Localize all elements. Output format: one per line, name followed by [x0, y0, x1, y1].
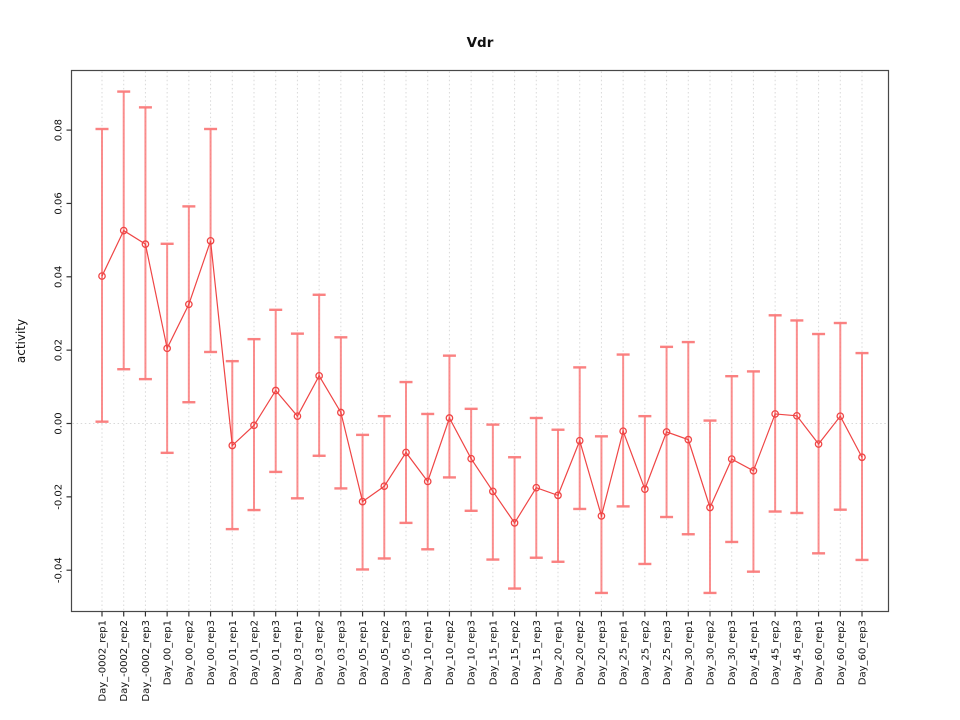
series-line-layer — [101, 229, 863, 524]
x-tick-label: Day_60_rep1 — [814, 620, 825, 685]
data-point-marker — [250, 421, 258, 430]
data-point-marker — [315, 371, 323, 380]
x-tick-label: Day_03_rep3 — [336, 620, 347, 685]
x-tick-label: Day_01_rep3 — [271, 620, 282, 685]
x-tick-label: Day_45_rep1 — [749, 620, 760, 685]
x-tick-label: Day_-0002_rep3 — [141, 620, 152, 702]
data-point-marker — [228, 441, 237, 450]
chart-title: Vdr — [467, 35, 494, 51]
data-point-marker — [858, 453, 866, 462]
gridlines-layer — [72, 71, 888, 611]
data-point-marker — [271, 386, 280, 395]
data-point-marker — [684, 435, 693, 444]
data-point-marker — [163, 344, 171, 353]
x-tick-label: Day_30_rep3 — [727, 620, 738, 685]
data-point-marker — [337, 408, 345, 417]
data-point-marker — [749, 466, 758, 475]
y-tick-label: 0.04 — [54, 266, 65, 288]
data-point-marker — [706, 503, 714, 512]
data-point-marker — [793, 411, 801, 420]
x-tick-label: Day_25_rep2 — [640, 620, 651, 685]
data-point-marker — [141, 240, 150, 249]
y-tick-label: -0.02 — [54, 484, 65, 510]
x-tick-label: Day_01_rep1 — [228, 620, 239, 685]
y-axis-label: activity — [14, 319, 28, 363]
error-bars-layer — [95, 90, 869, 595]
x-tick-label: Day_15_rep1 — [488, 620, 499, 685]
x-tick-label: Day_00_rep1 — [163, 620, 174, 685]
y-tick-label: 0.06 — [54, 192, 65, 214]
x-tick-label: Day_45_rep3 — [792, 620, 803, 685]
x-tick-label: Day_45_rep2 — [771, 620, 782, 685]
x-tick-label: Day_25_rep3 — [662, 620, 673, 685]
x-tick-label: Day_-0002_rep1 — [98, 620, 109, 702]
data-point-marker — [836, 412, 845, 421]
data-point-marker — [771, 410, 779, 418]
data-point-marker — [98, 272, 106, 280]
x-tick-label: Day_10_rep3 — [467, 620, 478, 685]
data-point-marker — [662, 428, 671, 436]
y-tick-label: 0.08 — [54, 119, 65, 141]
data-point-marker — [402, 448, 410, 457]
data-point-marker — [358, 497, 367, 506]
x-tick-label: Day_03_rep1 — [293, 620, 304, 685]
x-tick-label: Day_20_rep2 — [575, 620, 586, 685]
markers-layer — [98, 226, 866, 527]
x-tick-label: Day_01_rep2 — [250, 620, 261, 685]
y-tick-label: 0.02 — [54, 339, 65, 361]
data-point-marker — [467, 454, 475, 463]
x-tick-label: Day_60_rep3 — [858, 620, 869, 685]
data-point-marker — [119, 226, 128, 235]
x-tick-label: Day_15_rep3 — [532, 620, 543, 685]
x-tick-label: Day_30_rep2 — [706, 620, 717, 685]
data-point-marker — [185, 300, 193, 309]
y-tick-label: 0.00 — [54, 412, 65, 434]
x-tick-label: Day_20_rep1 — [554, 620, 565, 685]
plot-area-border — [70, 69, 890, 613]
x-tick-label: Day_03_rep2 — [315, 620, 326, 685]
x-tick-label: Day_05_rep2 — [380, 620, 391, 685]
data-point-marker — [532, 483, 541, 492]
x-tick-label: Day_30_rep1 — [684, 620, 695, 685]
data-point-marker — [380, 482, 389, 491]
x-tick-label: Day_00_rep3 — [206, 620, 217, 685]
data-point-marker — [814, 440, 823, 448]
x-tick-label: Day_05_rep1 — [358, 620, 369, 685]
data-point-marker — [597, 512, 606, 520]
data-point-marker — [554, 491, 562, 500]
data-point-marker — [641, 485, 649, 493]
data-point-marker — [489, 487, 497, 496]
data-point-marker — [727, 455, 736, 463]
data-point-marker — [206, 237, 215, 245]
data-point-marker — [445, 414, 454, 422]
x-tick-label: Day_00_rep2 — [184, 620, 195, 685]
x-tick-label: Day_10_rep1 — [423, 620, 434, 685]
x-tick-label: Day_10_rep2 — [445, 620, 456, 685]
data-point-marker — [575, 436, 584, 445]
x-tick-label: Day_15_rep2 — [510, 620, 521, 685]
data-point-marker — [423, 477, 432, 486]
x-tick-label: Day_05_rep3 — [402, 620, 413, 685]
x-tick-label: Day_25_rep1 — [619, 620, 630, 685]
x-tick-label: Day_-0002_rep2 — [119, 620, 130, 702]
x-tick-label: Day_20_rep3 — [597, 620, 608, 685]
data-point-marker — [619, 427, 627, 436]
data-point-marker — [293, 412, 302, 421]
data-point-marker — [510, 519, 519, 527]
y-tick-label: -0.04 — [54, 557, 65, 583]
series-line — [101, 229, 863, 524]
x-tick-label: Day_60_rep2 — [836, 620, 847, 685]
axes-layer: 0.08 0.06 0.04 0.02 0.00 -0.02 -0.04 Day_-0002_… — [54, 119, 869, 702]
